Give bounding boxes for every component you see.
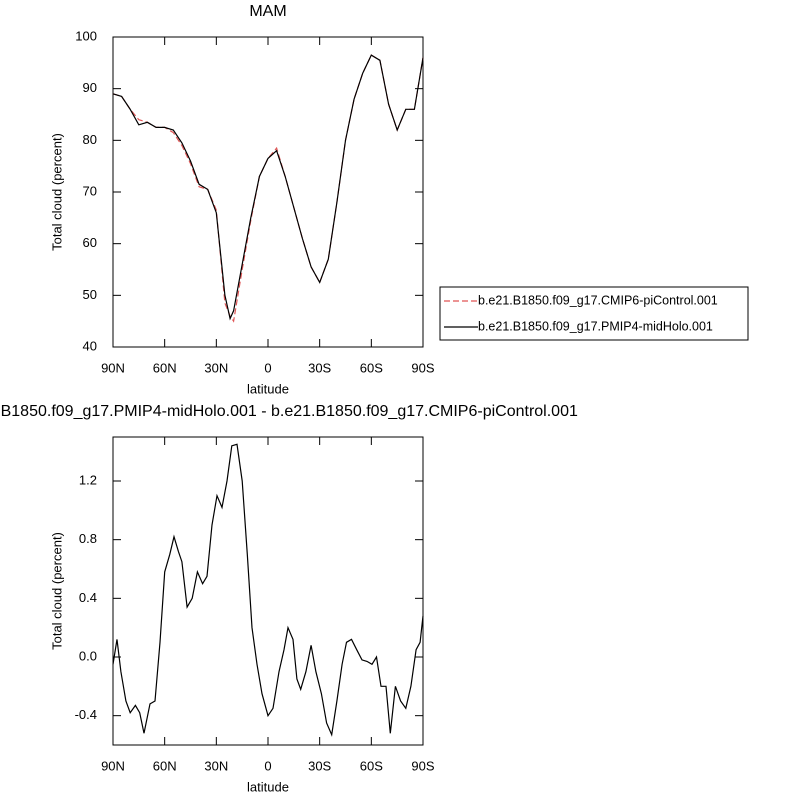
- x-tick-label: 30N: [204, 360, 228, 375]
- x-tick-label: 90S: [411, 758, 434, 773]
- x-tick-label: 60N: [153, 360, 177, 375]
- legend-label: b.e21.B1850.f09_g17.PMIP4-midHolo.001: [478, 319, 713, 333]
- y-tick-label: 40: [83, 338, 97, 353]
- x-tick-label: 30S: [308, 360, 331, 375]
- chart-title: MAM: [249, 3, 286, 20]
- x-tick-label: 60S: [360, 758, 383, 773]
- x-tick-label: 60S: [360, 360, 383, 375]
- x-axis-label: latitude: [247, 779, 289, 794]
- x-tick-label: 90N: [101, 758, 125, 773]
- data-line: [112, 54, 424, 323]
- y-tick-label: 50: [83, 287, 97, 302]
- legend-box: [439, 286, 749, 341]
- plot-frame: [112, 36, 424, 348]
- chart-title: b.e21.B1850.f09_g17.PMIP4-midHolo.001 - …: [0, 403, 578, 420]
- y-tick-label: 60: [83, 235, 97, 250]
- legend-label: b.e21.B1850.f09_g17.CMIP6-piControl.001: [478, 293, 718, 307]
- x-tick-label: 0: [264, 360, 271, 375]
- data-line: [112, 54, 424, 321]
- data-line: [112, 443, 424, 737]
- y-axis-label: Total cloud (percent): [49, 532, 64, 650]
- x-tick-label: 60N: [153, 758, 177, 773]
- x-tick-label: 30S: [308, 758, 331, 773]
- y-tick-label: 0.0: [79, 648, 97, 663]
- x-tick-label: 0: [264, 758, 271, 773]
- y-tick-label: -0.4: [75, 707, 97, 722]
- y-tick-label: 80: [83, 132, 97, 147]
- x-axis-label: latitude: [247, 381, 289, 396]
- y-axis-label: Total cloud (percent): [49, 133, 64, 251]
- x-tick-label: 90N: [101, 360, 125, 375]
- y-tick-label: 0.4: [79, 590, 97, 605]
- x-tick-label: 90S: [411, 360, 434, 375]
- y-tick-label: 1.2: [79, 472, 97, 487]
- plot-frame: [112, 436, 424, 746]
- y-tick-label: 70: [83, 183, 97, 198]
- y-tick-label: 90: [83, 80, 97, 95]
- y-tick-label: 0.8: [79, 531, 97, 546]
- y-tick-label: 100: [75, 28, 97, 43]
- x-tick-label: 30N: [204, 758, 228, 773]
